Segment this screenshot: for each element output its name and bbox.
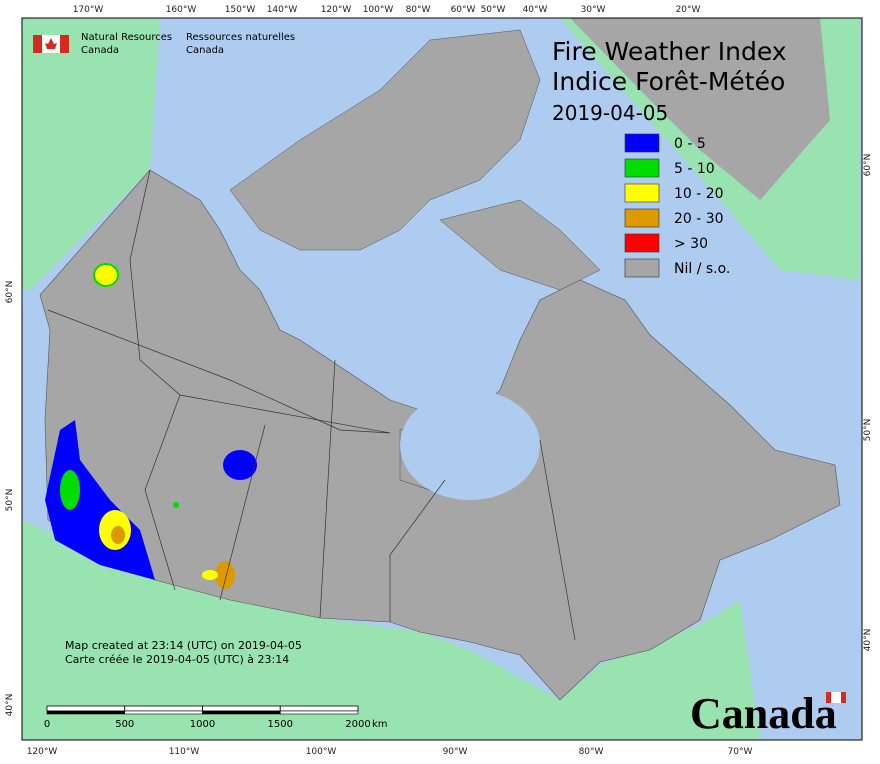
legend-label: 10 - 20 — [674, 186, 724, 202]
scale-segment — [124, 710, 203, 715]
fwi-patch — [60, 470, 80, 510]
title-fr: Indice Forêt-Météo — [552, 67, 785, 96]
graticule-label: 50°N — [5, 489, 15, 512]
fwi-patch — [223, 450, 257, 480]
graticule-label: 40°N — [5, 694, 15, 717]
legend-swatch — [624, 158, 660, 178]
border — [389, 479, 446, 622]
border — [539, 439, 576, 641]
graticule-label: 30°W — [581, 5, 606, 15]
scale-segment — [279, 710, 359, 715]
scale-segment — [279, 705, 359, 712]
agency-en: Canada — [81, 45, 119, 56]
graticule-label: 140°W — [267, 5, 298, 15]
graticule-label: 90°W — [443, 747, 468, 757]
scale-segment — [46, 705, 126, 712]
fwi-patch — [173, 502, 179, 508]
wordmark-flag — [831, 692, 841, 703]
flag — [33, 35, 69, 53]
graticule-label: 120°W — [321, 5, 352, 15]
legend-swatch — [624, 258, 660, 278]
scale-unit: km — [372, 719, 388, 730]
note: Carte créée le 2019-04-05 (UTC) à 23:14 — [65, 653, 289, 666]
fwi-patch — [111, 526, 125, 544]
graticule-label: 50°N — [863, 419, 873, 442]
graticule-label: 170°W — [73, 5, 104, 15]
graticule-label: 80°W — [579, 747, 604, 757]
legend-swatch — [624, 208, 660, 228]
graticule-label: 160°W — [166, 5, 197, 15]
legend-swatch — [624, 183, 660, 203]
scale-segment — [46, 710, 126, 715]
wordmark: Canada — [690, 689, 837, 738]
border — [129, 169, 181, 591]
title-date: 2019-04-05 — [552, 101, 668, 125]
graticule-label: 40°N — [863, 629, 873, 652]
graticule-label: 60°W — [451, 5, 476, 15]
land-baffin — [439, 199, 601, 291]
map-border — [21, 17, 863, 741]
land-usa — [22, 520, 760, 740]
legend-label: Nil / s.o. — [674, 261, 730, 277]
graticule-label: 100°W — [363, 5, 394, 15]
agency-fr: Canada — [186, 45, 224, 56]
border — [47, 309, 391, 434]
graticule-label: 120°W — [27, 747, 58, 757]
scale-segment — [202, 705, 281, 712]
land-alaska — [22, 18, 160, 290]
legend-label: 0 - 5 — [674, 136, 706, 152]
graticule-label: 50°W — [481, 5, 506, 15]
title-en: Fire Weather Index — [552, 37, 787, 66]
legend-swatch — [624, 233, 660, 253]
border — [219, 424, 266, 601]
border — [319, 359, 336, 619]
legend-label: 20 - 30 — [674, 211, 724, 227]
scale-label: 0 — [44, 719, 50, 730]
note: Map created at 23:14 (UTC) on 2019-04-05 — [65, 639, 302, 652]
graticule-label: 80°W — [406, 5, 431, 15]
border — [179, 394, 391, 434]
scale-segment — [124, 705, 203, 712]
agency-fr: Ressources naturelles — [186, 32, 295, 43]
graticule-label: 70°W — [728, 747, 753, 757]
land-greenland-ice — [570, 18, 830, 200]
hudson-bay — [400, 390, 540, 500]
fwi-patch — [202, 570, 218, 580]
scale-segment — [202, 710, 281, 715]
graticule-label: 40°W — [523, 5, 548, 15]
scale-label: 1000 — [190, 719, 215, 730]
land-arctic-islands — [229, 29, 541, 251]
scale-label: 500 — [115, 719, 134, 730]
graticule-label: 20°W — [676, 5, 701, 15]
fwi-patch — [215, 561, 235, 589]
graticule-label: 60°N — [5, 281, 15, 304]
graticule-label: 60°N — [863, 154, 873, 177]
agency-en: Natural Resources — [81, 32, 172, 43]
graticule-label: 110°W — [169, 747, 200, 757]
scale-label: 2000 — [345, 719, 370, 730]
graticule-label: 100°W — [306, 747, 337, 757]
legend-label: > 30 — [674, 236, 708, 252]
fwi-patch — [93, 263, 119, 287]
legend-label: 5 - 10 — [674, 161, 715, 177]
graticule-label: 150°W — [225, 5, 256, 15]
legend-swatch — [624, 133, 660, 153]
scale-label: 1500 — [268, 719, 293, 730]
